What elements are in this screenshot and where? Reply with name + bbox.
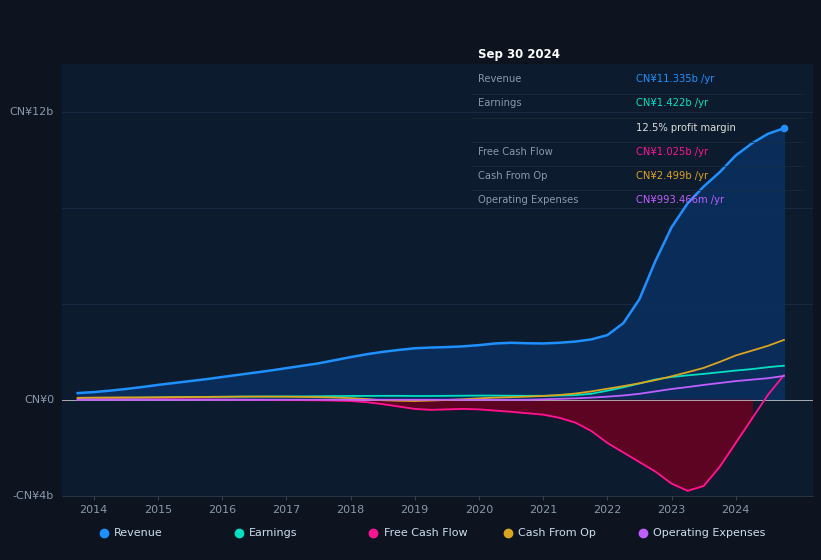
Text: CN¥993.466m /yr: CN¥993.466m /yr (636, 195, 724, 205)
Text: CN¥2.499b /yr: CN¥2.499b /yr (636, 171, 709, 181)
Text: Earnings: Earnings (249, 529, 297, 538)
Text: CN¥11.335b /yr: CN¥11.335b /yr (636, 74, 714, 85)
Text: Operating Expenses: Operating Expenses (478, 195, 578, 205)
Text: CN¥0: CN¥0 (24, 395, 54, 405)
Text: Revenue: Revenue (114, 529, 163, 538)
Text: Free Cash Flow: Free Cash Flow (478, 147, 553, 157)
Text: CN¥1.025b /yr: CN¥1.025b /yr (636, 147, 709, 157)
Text: Cash From Op: Cash From Op (478, 171, 547, 181)
Text: Earnings: Earnings (478, 99, 521, 109)
Text: Sep 30 2024: Sep 30 2024 (478, 48, 560, 61)
Text: Operating Expenses: Operating Expenses (653, 529, 765, 538)
Text: Cash From Op: Cash From Op (518, 529, 596, 538)
Text: CN¥1.422b /yr: CN¥1.422b /yr (636, 99, 709, 109)
Text: -CN¥4b: -CN¥4b (13, 491, 54, 501)
Text: Revenue: Revenue (478, 74, 521, 85)
Text: CN¥12b: CN¥12b (10, 108, 54, 117)
Text: 12.5% profit margin: 12.5% profit margin (636, 123, 736, 133)
Text: Free Cash Flow: Free Cash Flow (383, 529, 467, 538)
